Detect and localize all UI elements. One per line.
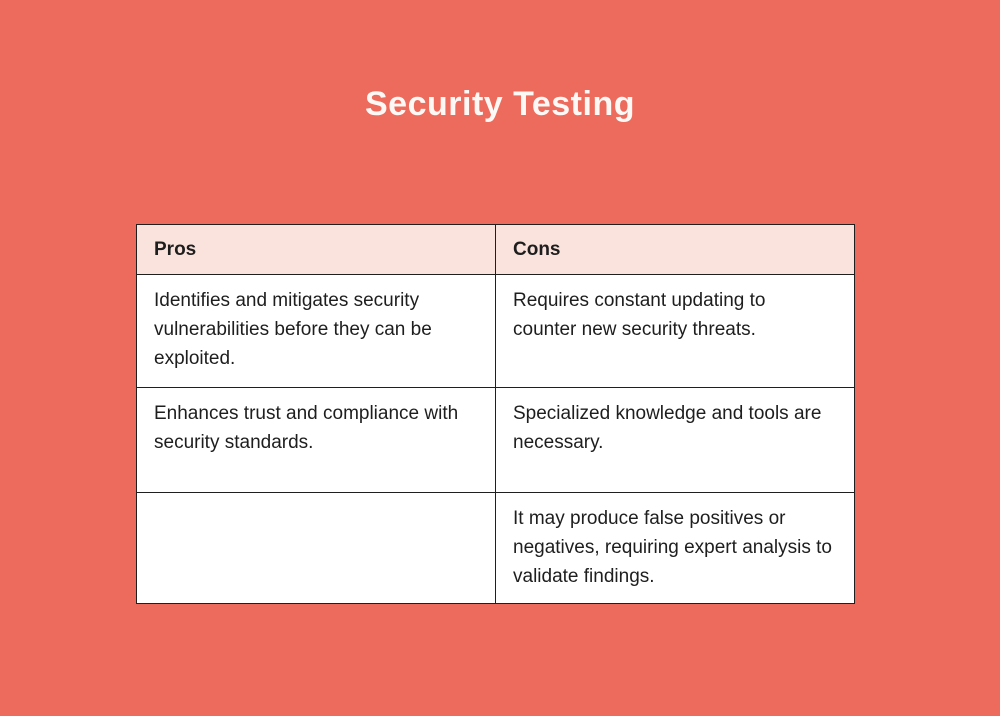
pros-column-header: Pros	[136, 224, 496, 275]
pros-cons-table: Pros Cons Identifies and mitigates secur…	[136, 224, 855, 604]
page-title: Security Testing	[365, 85, 635, 123]
cons-cell-1: Requires constant updating to counter ne…	[495, 274, 855, 388]
table-row: It may produce false positives or negati…	[136, 492, 855, 604]
cons-cell-3: It may produce false positives or negati…	[495, 492, 855, 604]
table-row: Identifies and mitigates security vulner…	[136, 274, 855, 388]
cons-cell-2: Specialized knowledge and tools are nece…	[495, 387, 855, 493]
table-row: Enhances trust and compliance with secur…	[136, 387, 855, 493]
table-header-row: Pros Cons	[136, 224, 855, 275]
cons-column-header: Cons	[495, 224, 855, 275]
pros-cell-3-empty	[136, 492, 496, 604]
pros-cell-2: Enhances trust and compliance with secur…	[136, 387, 496, 493]
pros-cell-1: Identifies and mitigates security vulner…	[136, 274, 496, 388]
